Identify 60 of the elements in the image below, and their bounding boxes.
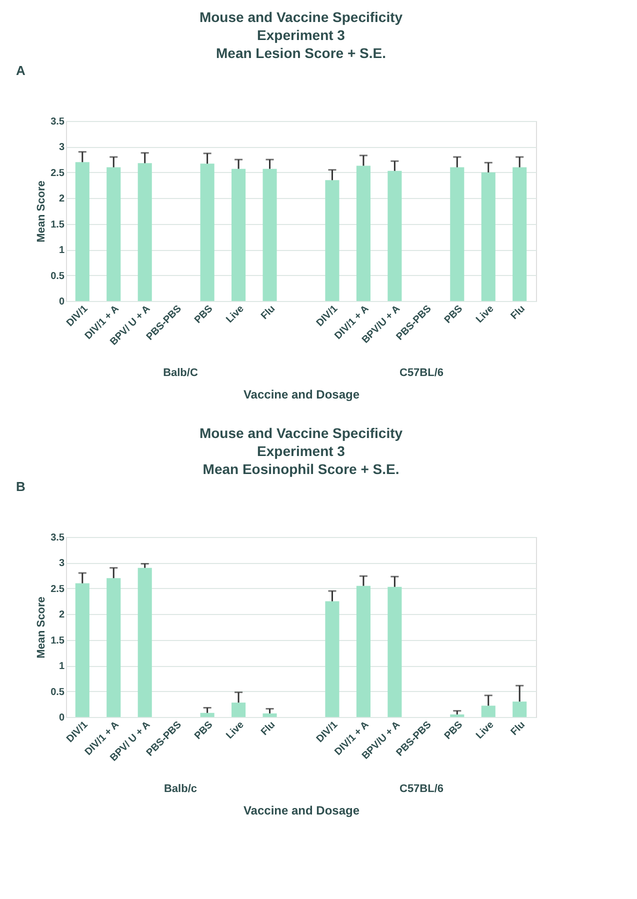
x-tick-label: Live — [224, 303, 247, 326]
text: C57BL/6 — [399, 783, 444, 795]
x-tick-label: Flu — [509, 304, 528, 322]
text: A — [16, 63, 26, 78]
x-tick-label: Live — [474, 303, 496, 326]
y-tick-label: 3 — [58, 558, 65, 570]
y-axis-title: Mean Score — [36, 180, 48, 242]
y-tick-label: 2.5 — [50, 168, 65, 179]
y-tick-label: 2 — [58, 610, 65, 621]
bar — [75, 583, 90, 717]
bar — [356, 166, 370, 301]
bar — [200, 712, 214, 717]
bar — [356, 586, 370, 717]
x-tick-label: Flu — [259, 720, 278, 738]
bar — [450, 167, 464, 301]
y-tick-label: 1.5 — [50, 219, 65, 230]
x-tick-label: Flu — [259, 304, 278, 322]
text: B — [16, 479, 26, 494]
x-tick-label: Live — [224, 719, 247, 742]
y-tick-label: 3 — [58, 142, 65, 154]
bar — [325, 180, 340, 301]
y-tick-label: 1 — [58, 661, 65, 672]
bar — [232, 168, 246, 301]
y-tick-label: 2 — [58, 194, 65, 205]
bar — [75, 162, 90, 301]
bar — [512, 167, 527, 301]
x-axis-title: Vaccine and Dosage — [243, 803, 360, 818]
y-tick-label: 0.5 — [50, 686, 65, 698]
text: C57BL/6 — [399, 367, 444, 379]
bar — [106, 167, 121, 301]
bar — [262, 713, 277, 717]
y-axis-title: Mean Score — [36, 596, 48, 658]
bar — [232, 702, 246, 717]
x-axis-title: Vaccine and Dosage — [243, 387, 360, 402]
bar — [200, 164, 214, 301]
y-tick-label: 3.5 — [50, 532, 65, 544]
bar — [481, 706, 496, 717]
x-tick-label: Flu — [509, 720, 528, 738]
bar — [325, 601, 340, 717]
y-tick-label: 1 — [58, 245, 65, 256]
bar — [512, 702, 527, 717]
y-tick-label: 0 — [58, 296, 65, 308]
text: Balb/C — [163, 367, 198, 379]
bar — [138, 568, 152, 717]
bar — [106, 578, 121, 717]
y-tick-label: 0 — [58, 712, 65, 724]
text: Balb/c — [164, 783, 197, 795]
y-tick-label: 1.5 — [50, 635, 65, 646]
bar — [138, 163, 152, 301]
bar — [450, 714, 464, 717]
y-tick-label: 3.5 — [50, 116, 65, 128]
y-tick-label: 0.5 — [50, 270, 65, 282]
bar — [262, 168, 277, 301]
y-tick-label: 2.5 — [50, 584, 65, 595]
bar — [481, 172, 496, 301]
bar — [388, 586, 402, 717]
chart-title: Mouse and Vaccine Specificity Experiment 3 Mean Eosinophil Score + S.E. — [199, 425, 403, 477]
chart-title: Mouse and Vaccine Specificity Experiment 3 Mean Lesion Score + S.E. — [199, 9, 403, 61]
x-tick-label: Live — [474, 719, 496, 742]
bar — [388, 170, 402, 301]
